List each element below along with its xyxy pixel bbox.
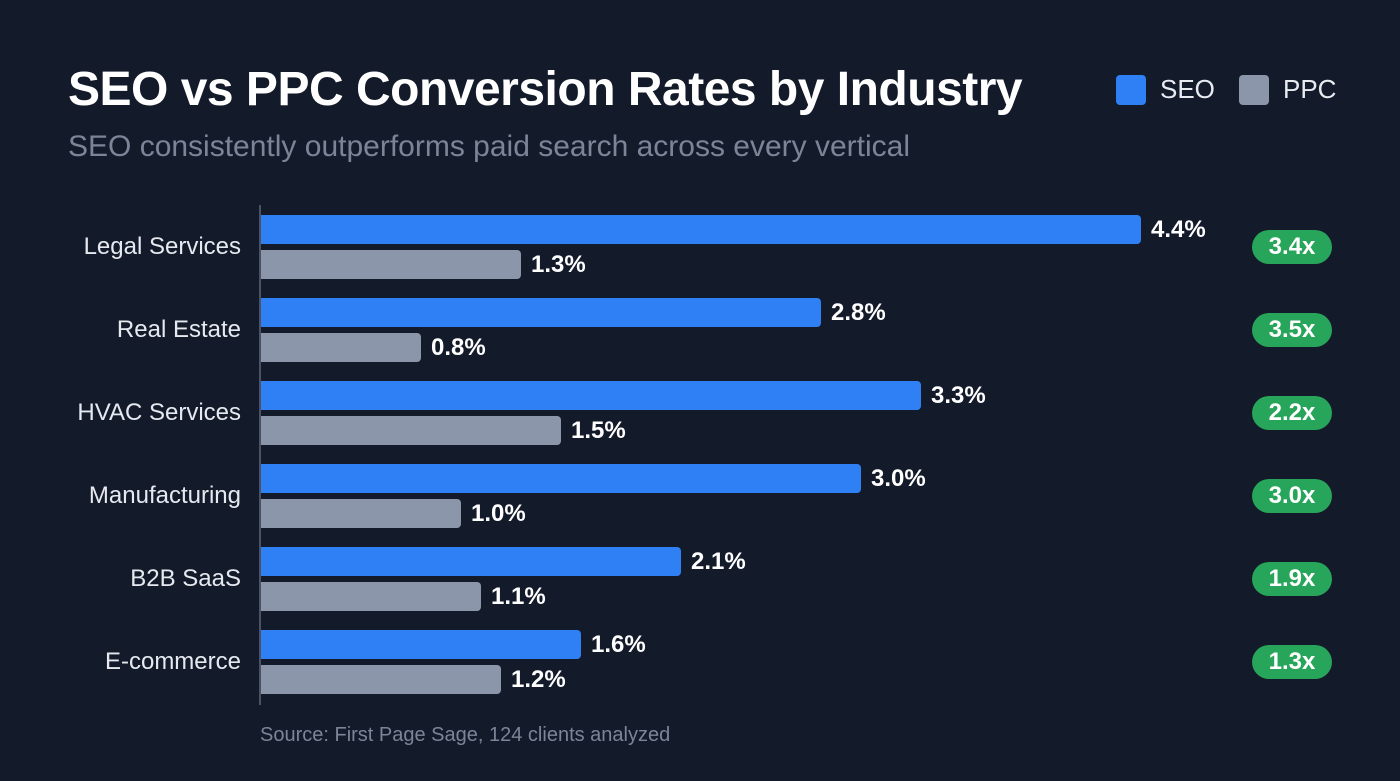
data-label-seo: 1.6% <box>591 631 646 658</box>
data-label-seo: 3.0% <box>871 465 926 492</box>
data-label-seo: 4.4% <box>1151 216 1206 243</box>
bar-seo <box>261 630 581 659</box>
data-label-ppc: 1.1% <box>491 583 546 610</box>
category-label: HVAC Services <box>77 399 241 426</box>
legend-label-seo: SEO <box>1160 74 1215 104</box>
y-axis-line <box>259 205 261 705</box>
legend-label-ppc: PPC <box>1283 74 1337 104</box>
category-label: B2B SaaS <box>130 565 241 592</box>
bar-seo <box>261 215 1141 244</box>
multiplier-badge: 3.5x <box>1252 313 1332 347</box>
category-label: Legal Services <box>83 233 241 260</box>
chart-subtitle: SEO consistently outperforms paid search… <box>68 130 911 163</box>
category-label: Real Estate <box>116 316 241 343</box>
multiplier-badge: 1.3x <box>1252 645 1332 679</box>
data-label-ppc: 1.0% <box>471 500 526 527</box>
bar-ppc <box>261 333 421 362</box>
bar-seo <box>261 298 821 327</box>
multiplier-badge: 1.9x <box>1252 562 1332 596</box>
data-label-seo: 2.1% <box>691 548 746 575</box>
legend-swatch-seo <box>1116 74 1146 105</box>
data-label-ppc: 1.2% <box>511 666 566 693</box>
bar-ppc <box>261 665 501 694</box>
multiplier-badge: 3.4x <box>1252 230 1332 264</box>
bar-ppc <box>261 416 561 445</box>
data-label-seo: 3.3% <box>931 382 986 409</box>
multiplier-badge: 2.2x <box>1252 396 1332 430</box>
source-note: Source: First Page Sage, 124 clients ana… <box>260 724 671 746</box>
legend-swatch-ppc <box>1239 74 1269 105</box>
category-label: Manufacturing <box>88 482 241 509</box>
data-label-ppc: 1.5% <box>571 417 626 444</box>
bar-ppc <box>261 250 521 279</box>
data-label-ppc: 0.8% <box>431 334 486 361</box>
legend-item-seo: SEO <box>1116 74 1215 105</box>
bar-ppc <box>261 499 461 528</box>
data-label-seo: 2.8% <box>831 299 886 326</box>
chart-title: SEO vs PPC Conversion Rates by Industry <box>68 63 1023 116</box>
bar-seo <box>261 464 861 493</box>
legend-item-ppc: PPC <box>1239 74 1336 105</box>
bar-seo <box>261 547 681 576</box>
category-label: E-commerce <box>104 648 241 675</box>
data-label-ppc: 1.3% <box>531 251 586 278</box>
multiplier-badge: 3.0x <box>1252 479 1332 513</box>
bar-ppc <box>261 582 481 611</box>
bar-seo <box>261 381 921 410</box>
